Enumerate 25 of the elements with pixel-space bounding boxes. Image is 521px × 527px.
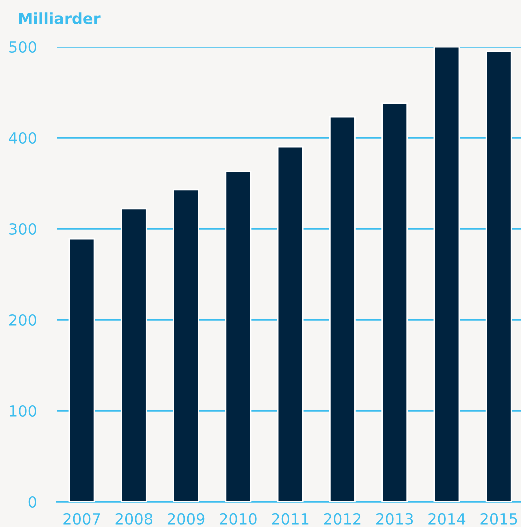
y-tick-label: 500 xyxy=(10,41,37,54)
bar xyxy=(486,50,512,502)
bar xyxy=(382,102,408,502)
y-tick-label: 100 xyxy=(10,405,37,418)
x-tick-label: 2011 xyxy=(272,513,309,525)
x-tick-label: 2013 xyxy=(376,513,414,525)
x-tick-label: 2014 xyxy=(428,513,466,525)
bar xyxy=(173,189,200,502)
x-tick-label: 2007 xyxy=(64,513,100,525)
x-tick-label: 2015 xyxy=(480,513,518,525)
bar xyxy=(329,116,356,502)
x-tick-label: 2008 xyxy=(116,513,153,525)
bar xyxy=(277,146,304,502)
y-tick-label: 300 xyxy=(10,223,37,236)
bar xyxy=(120,208,148,502)
y-tick-label: 0 xyxy=(28,496,37,508)
bar xyxy=(68,238,96,502)
y-axis-title: Milliarder xyxy=(19,12,101,24)
y-tick-label: 400 xyxy=(9,132,37,144)
bar xyxy=(225,170,252,502)
y-tick-label: 200 xyxy=(10,314,37,326)
x-tick-label: 2010 xyxy=(220,513,257,525)
x-tick-label: 2012 xyxy=(324,513,361,525)
x-tick-label: 2009 xyxy=(168,513,205,525)
bar xyxy=(434,47,460,502)
